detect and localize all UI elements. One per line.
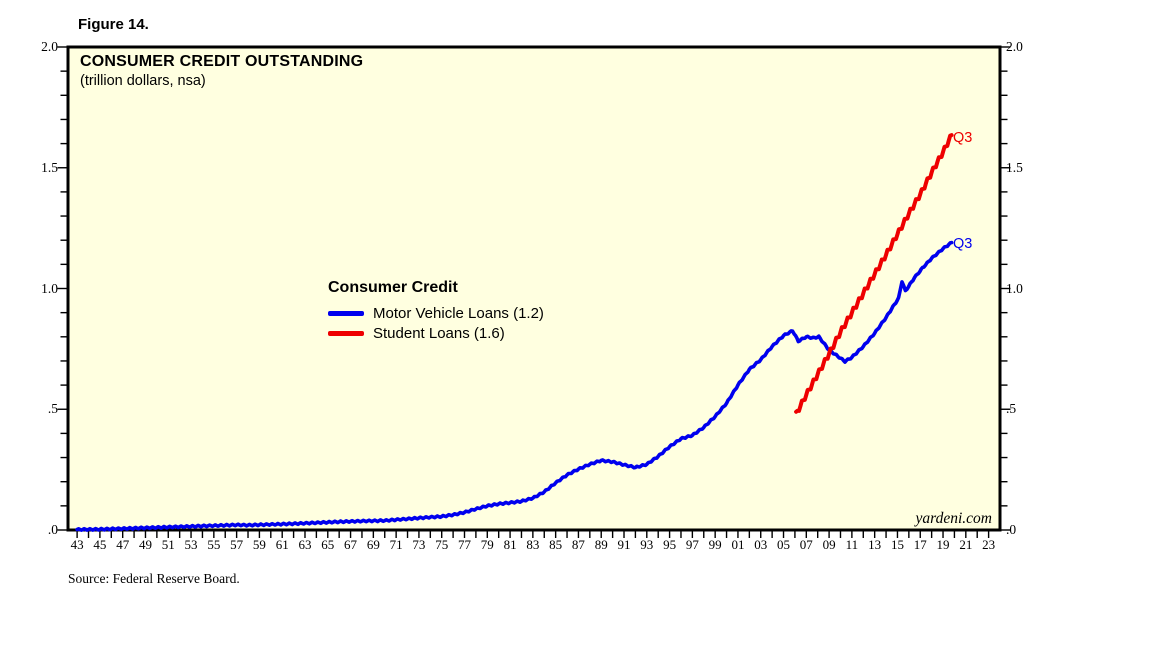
- legend-label-student-loans: Student Loans (1.6): [373, 324, 505, 342]
- y-tick-label-right: 1.0: [1006, 280, 1023, 296]
- watermark: yardeni.com: [915, 510, 992, 527]
- student-loans-end-label: Q3: [953, 130, 973, 146]
- x-tick-label: 05: [777, 537, 791, 552]
- x-tick-label: 67: [344, 537, 358, 552]
- x-tick-label: 65: [321, 537, 335, 552]
- x-tick-label: 89: [594, 537, 608, 552]
- legend-title: Consumer Credit: [328, 279, 458, 296]
- x-tick-label: 11: [845, 537, 859, 552]
- x-tick-label: 59: [252, 537, 266, 552]
- x-tick-label: 53: [184, 537, 198, 552]
- x-tick-label: 87: [571, 537, 585, 552]
- x-tick-label: 71: [389, 537, 403, 552]
- x-tick-label: 43: [70, 537, 84, 552]
- y-tick-label-right: .0: [1006, 522, 1017, 537]
- x-tick-label: 97: [685, 537, 699, 552]
- x-tick-label: 73: [412, 537, 426, 552]
- legend-item-student-loans: Student Loans (1.6): [328, 323, 544, 343]
- x-tick-label: 75: [435, 537, 449, 552]
- figure-label: Figure 14.: [78, 16, 149, 33]
- y-tick-label-right: .5: [1006, 401, 1017, 417]
- source-note: Source: Federal Reserve Board.: [68, 571, 240, 586]
- y-tick-label-right: 1.5: [1006, 159, 1023, 175]
- student-loans-line-swatch: [328, 330, 364, 336]
- legend-label-motor-vehicle: Motor Vehicle Loans (1.2): [373, 304, 544, 322]
- motor-vehicle-end-label: Q3: [953, 236, 973, 252]
- x-tick-label: 03: [754, 537, 768, 552]
- x-tick-label: 13: [868, 537, 882, 552]
- chart-title: CONSUMER CREDIT OUTSTANDING: [80, 53, 364, 70]
- legend: Consumer Credit Motor Vehicle Loans (1.2…: [328, 279, 544, 343]
- plot-area: [66, 45, 1002, 532]
- x-tick-label: 79: [480, 537, 494, 552]
- x-tick-label: 95: [663, 537, 677, 552]
- y-tick-label-left: .5: [47, 401, 58, 417]
- x-tick-label: 47: [116, 537, 130, 552]
- x-tick-label: 69: [366, 537, 380, 552]
- y-tick-label-left: 1.5: [41, 159, 58, 175]
- x-tick-label: 99: [708, 537, 722, 552]
- x-tick-label: 07: [799, 537, 813, 552]
- x-tick-label: 19: [936, 537, 950, 552]
- motor-vehicle-loans-line: [75, 240, 954, 532]
- chart-subtitle: (trillion dollars, nsa): [80, 73, 206, 89]
- y-tick-label-right: 2.0: [1006, 39, 1023, 54]
- y-tick-label-left: 2.0: [41, 39, 58, 54]
- x-tick-label: 01: [731, 537, 745, 552]
- motor-vehicle-line-swatch: [328, 310, 364, 316]
- x-tick-label: 85: [549, 537, 563, 552]
- x-tick-label: 09: [822, 537, 836, 552]
- x-tick-label: 63: [298, 537, 312, 552]
- x-tick-label: 91: [617, 537, 631, 552]
- y-tick-label-left: 1.0: [41, 280, 58, 296]
- x-tick-label: 55: [207, 537, 221, 552]
- x-tick-label: 17: [913, 537, 927, 552]
- legend-item-motor-vehicle-loans: Motor Vehicle Loans (1.2): [328, 303, 544, 323]
- x-tick-label: 45: [93, 537, 107, 552]
- x-tick-label: 15: [890, 537, 904, 552]
- x-tick-label: 61: [275, 537, 289, 552]
- x-tick-label: 81: [503, 537, 517, 552]
- x-tick-label: 21: [959, 537, 973, 552]
- x-tick-label: 77: [457, 537, 471, 552]
- x-tick-label: 83: [526, 537, 540, 552]
- y-tick-label-left: .0: [47, 522, 58, 537]
- student-loans-line: [794, 133, 954, 414]
- x-tick-label: 23: [982, 537, 996, 552]
- x-tick-label: 49: [138, 537, 152, 552]
- x-tick-label: 57: [230, 537, 244, 552]
- x-tick-label: 51: [161, 537, 175, 552]
- x-tick-label: 93: [640, 537, 654, 552]
